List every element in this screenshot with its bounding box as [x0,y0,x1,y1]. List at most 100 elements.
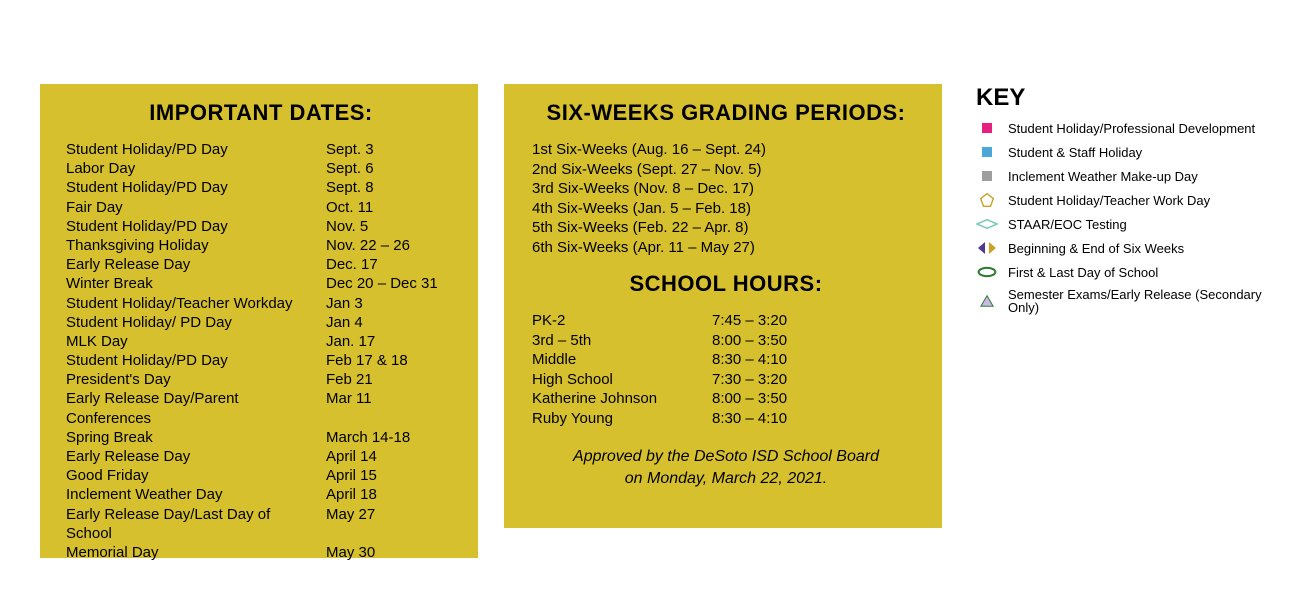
important-dates-label: Student Holiday/PD Day [66,178,320,197]
important-dates-row: President's Day Feb 21 [66,370,456,389]
school-hours-row: Middle8:30 – 4:10 [532,350,920,370]
gold-pentagon-icon [976,192,998,208]
important-dates-row: Student Holiday/PD Day Sept. 3 [66,140,456,159]
important-dates-row: Student Holiday/PD Day Nov. 5 [66,217,456,236]
school-hours-row: 3rd – 5th8:00 – 3:50 [532,331,920,351]
grading-periods-title: SIX-WEEKS GRADING PERIODS: [532,100,920,126]
key-label: Student Holiday/Professional Development [1008,122,1255,135]
important-dates-label: Thanksgiving Holiday [66,236,320,255]
important-dates-row: Student Holiday/ PD Day Jan 4 [66,313,456,332]
grading-period-row: 4th Six-Weeks (Jan. 5 – Feb. 18) [532,199,920,219]
important-dates-panel: IMPORTANT DATES: Student Holiday/PD DayS… [40,84,478,558]
key-row: Semester Exams/Early Release (Secondary … [976,288,1296,314]
key-label: Inclement Weather Make-up Day [1008,170,1198,183]
important-dates-label: Student Holiday/PD Day [66,217,320,236]
important-dates-row: Memorial Day May 30 [66,543,456,562]
grading-period-row: 1st Six-Weeks (Aug. 16 – Sept. 24) [532,140,920,160]
important-dates-date: Dec 20 – Dec 31 [326,274,456,293]
important-dates-label: Student Holiday/PD Day [66,140,320,159]
key-label: Semester Exams/Early Release (Secondary … [1008,288,1296,314]
pink-square-icon [976,120,998,136]
important-dates-row: Early Release DayDec. 17 [66,255,456,274]
key-title: KEY [976,84,1296,112]
important-dates-row: Early Release Day/Parent ConferencesMar … [66,389,456,427]
important-dates-label: Inclement Weather Day [66,485,320,504]
key-row: Beginning & End of Six Weeks [976,240,1296,256]
key-row: Student Holiday/Teacher Work Day [976,192,1296,208]
key-label: STAAR/EOC Testing [1008,218,1127,231]
school-hours-time: 7:45 – 3:20 [712,311,920,331]
important-dates-row: Winter Break Dec 20 – Dec 31 [66,274,456,293]
important-dates-label: Student Holiday/Teacher Workday [66,294,320,313]
school-hours-time: 8:00 – 3:50 [712,389,920,409]
key-row: Inclement Weather Make-up Day [976,168,1296,184]
key-row: Student Holiday/Professional Development [976,120,1296,136]
school-hours-row: Katherine Johnson8:00 – 3:50 [532,389,920,409]
important-dates-title: IMPORTANT DATES: [66,100,456,126]
grading-periods-panel: SIX-WEEKS GRADING PERIODS: 1st Six-Weeks… [504,84,942,528]
school-hours-level: High School [532,370,712,390]
approved-line-2: on Monday, March 22, 2021. [532,468,920,490]
important-dates-date: Jan 4 [326,313,456,332]
important-dates-label: Student Holiday/ PD Day [66,313,320,332]
important-dates-row: Thanksgiving Holiday Nov. 22 – 26 [66,236,456,255]
important-dates-date: Sept. 3 [326,140,456,159]
important-dates-date: Jan. 17 [326,332,456,351]
important-dates-label: President's Day [66,370,320,389]
grading-periods-list: 1st Six-Weeks (Aug. 16 – Sept. 24)2nd Si… [532,140,920,257]
important-dates-label: Early Release Day [66,447,320,466]
important-dates-date: March 14-18 [326,428,456,447]
important-dates-date: Nov. 5 [326,217,456,236]
school-hours-title: SCHOOL HOURS: [532,271,920,297]
school-hours-row: High School7:30 – 3:20 [532,370,920,390]
important-dates-label: Student Holiday/PD Day [66,351,320,370]
school-hours-level: Ruby Young [532,409,712,429]
grading-period-row: 3rd Six-Weeks (Nov. 8 – Dec. 17) [532,179,920,199]
important-dates-date: Sept. 8 [326,178,456,197]
key-row: Student & Staff Holiday [976,144,1296,160]
important-dates-date: April 14 [326,447,456,466]
key-row: STAAR/EOC Testing [976,216,1296,232]
important-dates-label: MLK Day [66,332,320,351]
important-dates-date: Nov. 22 – 26 [326,236,456,255]
important-dates-row: Student Holiday/PD Day Feb 17 & 18 [66,351,456,370]
school-hours-level: 3rd – 5th [532,331,712,351]
key-label: Student & Staff Holiday [1008,146,1142,159]
approved-line-1: Approved by the DeSoto ISD School Board [532,446,920,468]
important-dates-date: April 15 [326,466,456,485]
school-hours-level: Middle [532,350,712,370]
important-dates-date: Feb 17 & 18 [326,351,456,370]
key-label: First & Last Day of School [1008,266,1158,279]
important-dates-label: Spring Break [66,428,320,447]
important-dates-date: Sept. 6 [326,159,456,178]
important-dates-row: Inclement Weather DayApril 18 [66,485,456,504]
important-dates-list: Student Holiday/PD Day Sept. 3 Labor Day Se… [66,140,456,562]
important-dates-label: Good Friday [66,466,320,485]
school-hours-time: 7:30 – 3:20 [712,370,920,390]
important-dates-row: Fair DayOct. 11 [66,198,456,217]
important-dates-label: Labor Day [66,159,320,178]
key-label: Beginning & End of Six Weeks [1008,242,1184,255]
important-dates-label: Early Release Day/Parent Conferences [66,389,320,427]
important-dates-date: Feb 21 [326,370,456,389]
grading-period-row: 5th Six-Weeks (Feb. 22 – Apr. 8) [532,218,920,238]
blue-square-icon [976,144,998,160]
important-dates-row: Good Friday April 15 [66,466,456,485]
important-dates-label: Winter Break [66,274,320,293]
green-oval-icon [976,264,998,280]
important-dates-date: May 30 [326,543,456,562]
school-hours-time: 8:30 – 4:10 [712,350,920,370]
important-dates-row: MLK Day Jan. 17 [66,332,456,351]
important-dates-row: Spring Break March 14-18 [66,428,456,447]
important-dates-label: Early Release Day/Last Day of School [66,505,320,543]
chevrons-icon [976,240,998,256]
approved-text: Approved by the DeSoto ISD School Board … [532,446,920,489]
important-dates-label: Fair Day [66,198,320,217]
grading-period-row: 2nd Six-Weeks (Sept. 27 – Nov. 5) [532,160,920,180]
important-dates-date: Mar 11 [326,389,456,427]
grading-period-row: 6th Six-Weeks (Apr. 11 – May 27) [532,238,920,258]
important-dates-label: Memorial Day [66,543,320,562]
triangle-icon [976,293,998,309]
important-dates-label: Early Release Day [66,255,320,274]
important-dates-date: Jan 3 [326,294,456,313]
